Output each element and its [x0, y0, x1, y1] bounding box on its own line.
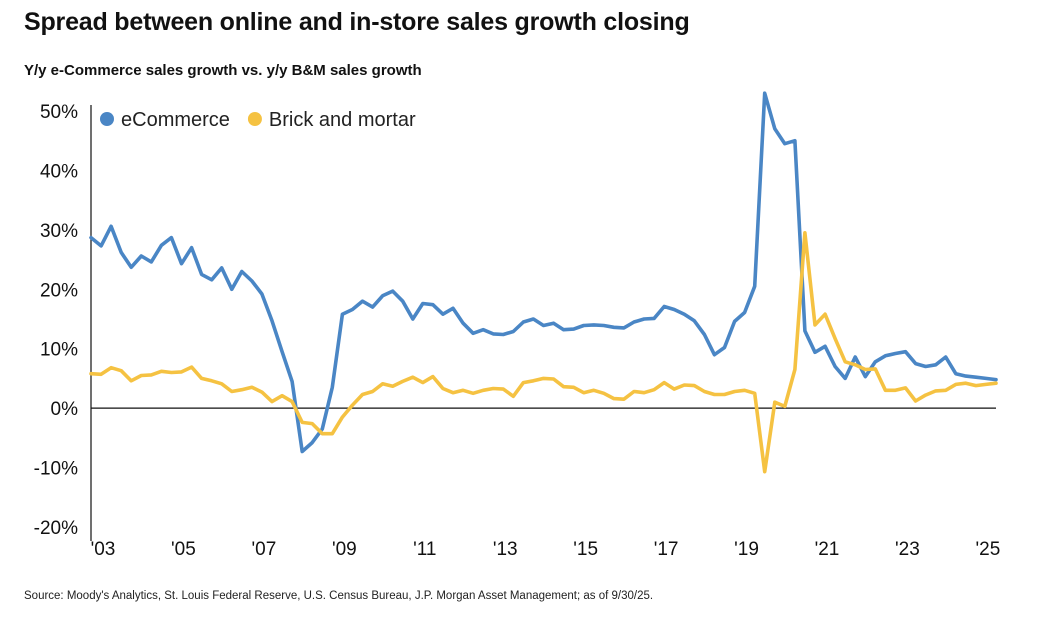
x-tick-label: '11 — [413, 539, 436, 560]
y-tick-label: 0% — [51, 399, 79, 420]
legend-label-ecommerce: eCommerce — [121, 109, 230, 131]
x-tick-label: '15 — [573, 539, 598, 560]
x-tick-label: '19 — [734, 539, 759, 560]
y-axis: -20% -10% 0% 10% 20% 30% 40% 50% — [34, 102, 92, 541]
chart-subtitle: Y/y e-Commerce sales growth vs. y/y B&M … — [24, 62, 422, 79]
chart-title: Spread between online and in-store sales… — [24, 8, 690, 36]
x-tick-label: '21 — [815, 539, 840, 560]
x-tick-label: '03 — [91, 539, 116, 560]
y-tick-label: -20% — [34, 518, 78, 539]
x-tick-label: '09 — [332, 539, 357, 560]
y-tick-label: 10% — [40, 340, 78, 361]
x-tick-label: '23 — [895, 539, 920, 560]
y-tick-label: -10% — [34, 459, 78, 480]
y-tick-label: 50% — [40, 102, 78, 123]
series-line-ecommerce — [89, 91, 998, 454]
x-tick-label: '07 — [252, 539, 277, 560]
x-axis: '03 '05 '07 '09 '11 '13 '15 '17 '19 '21 '23 '25 — [91, 407, 1001, 560]
legend-marker-bm — [247, 112, 262, 126]
line-chart: -20% -10% 0% 10% 20% 30% 40% 50% '03 '05 '07 '09 '1… — [34, 91, 1001, 560]
legend-label-bm: Brick and mortar — [269, 109, 416, 131]
x-tick-label: '13 — [493, 539, 518, 560]
series-lines — [89, 91, 998, 474]
series-line-bm — [89, 231, 998, 474]
x-tick-label: '25 — [976, 539, 1001, 560]
legend: eCommerce Brick and mortar — [100, 109, 416, 131]
y-tick-label: 20% — [40, 280, 78, 301]
x-tick-label: '05 — [171, 539, 196, 560]
source-note: Source: Moody's Analytics, St. Louis Fed… — [24, 590, 654, 602]
y-tick-label: 30% — [40, 221, 78, 242]
legend-marker-ecommerce — [100, 112, 114, 126]
y-tick-label: 40% — [40, 161, 78, 182]
x-tick-label: '17 — [654, 539, 679, 560]
